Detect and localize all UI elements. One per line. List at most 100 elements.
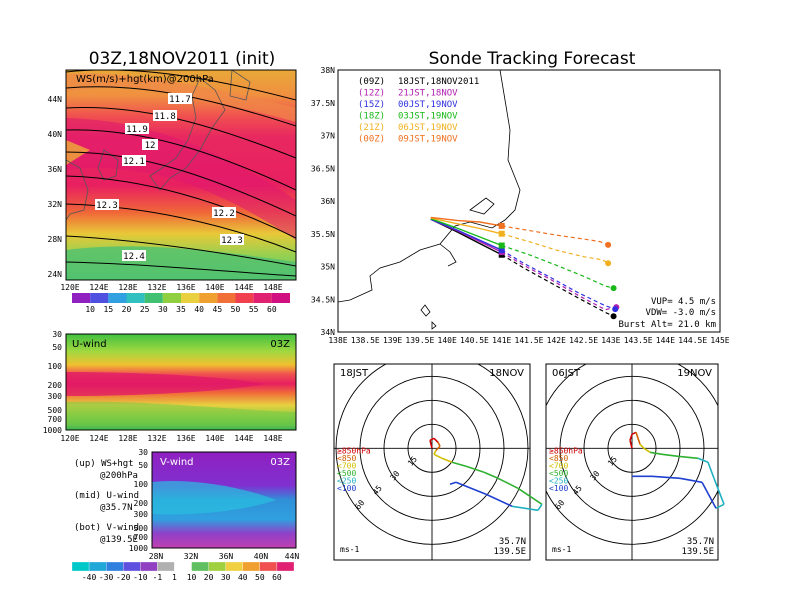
legend-code: (12Z) [358,89,385,99]
lat-tick: 32N [184,552,199,561]
track-descent-line [501,249,616,310]
contour-label: 11.8 [154,112,176,122]
colorbar-tick: 60 [267,305,277,314]
hodograph-segment [429,440,433,449]
track-params: VUP= 4.5 m/s VDW= -3.0 m/s Burst Alt= 21… [618,297,716,330]
lat-tick: 28N [149,552,164,561]
colorbar-tick: 45 [213,305,223,314]
colorbar-cell [174,561,192,572]
p-tick: 30 [138,448,148,457]
colorbar-cell [181,293,200,303]
pressure-legend: ≥850hPa [549,446,583,455]
legend-time: 21JST,18NOV [398,89,458,99]
contour-label: 12 [145,141,156,151]
note-line: @35.7N [100,503,133,513]
hodograph-segment [517,487,543,505]
vwind-panel: V-wind 03Z 30 50 100 200 300 500 700 100… [129,448,300,561]
colorbar-cell [271,293,290,303]
ws-map-panel: 11.7 11.8 11.9 12 12.1 12.2 12.3 12.3 12… [48,69,297,292]
p-tick: 700 [48,415,63,424]
lon-tick: 148E [263,434,282,443]
hodograph-segment [629,440,633,449]
colorbar-tick: -10 [133,573,148,582]
hodograph-segment [701,481,717,509]
lat-tick: 36N [48,165,63,174]
lon-tick: 145E [710,336,729,345]
lon-tick: 138E [328,336,347,345]
lon-tick: 124E [89,283,108,292]
hodograph-segment [437,441,441,447]
p-tick: 700 [134,533,149,542]
hodograph-date: 19NOV [677,368,712,379]
colorbar-cell [140,561,158,572]
lon-tick: 124E [89,434,108,443]
lat-tick: 44N [285,552,300,561]
note-line: (up) WS+hgt [74,459,134,469]
hodograph-segment [465,465,485,474]
lon-tick: 140E [205,434,224,443]
hodograph-segment [651,475,681,480]
lon-tick: 120E [60,283,79,292]
lat-tick: 38N [321,66,336,75]
hodograph-unit: ms-1 [340,545,359,554]
hodograph-segment [637,438,641,445]
hodograph-segment [629,434,633,441]
vwind-label: V-wind [160,457,194,468]
hodograph-segment [483,471,499,480]
lon-tick: 144E [234,434,253,443]
lon-tick: 139.5E [405,336,434,345]
hodograph-segment [429,437,435,441]
track-descent-line [501,254,614,317]
colorbar-tick: -20 [116,573,131,582]
colorbar-tick: 35 [176,305,186,314]
lat-tick: 36N [321,197,336,206]
contour-label: 11.7 [169,95,191,105]
note-line: @139.5E [100,535,138,545]
colorbar-tick: 30 [158,305,168,314]
colorbar-tick: 50 [255,573,265,582]
contour-label: 12.1 [123,157,145,167]
colorbar-cell [276,561,295,572]
lon-tick: 143E [601,336,620,345]
burst-marker [498,230,505,237]
pressure-legend: <100 [337,484,356,493]
uwind-time: 03Z [270,339,290,350]
track-map-panel: 138E 138.5E 139E 139.5E 140E 140.5E 141E 141.5E… [311,66,730,345]
pressure-legend: <700 [337,461,356,470]
lon-tick: 138.5E [351,336,380,345]
p-tick: 50 [52,343,62,352]
colorbar-tick: 20 [204,573,214,582]
burst-marker [498,247,505,254]
note-line: (bot) V-wind [74,523,139,533]
p-tick: 100 [134,480,149,489]
colorbar-cell [208,561,226,572]
lat-tick: 40N [254,552,269,561]
lon-tick: 144.5E [678,336,707,345]
legend-code: (00Z) [358,135,385,145]
colorbar-tick: 30 [221,573,231,582]
colorbar-tick: 1 [172,573,177,582]
p-tick: 100 [48,362,63,371]
track-lines [430,216,620,320]
lon-tick: 136E [176,434,195,443]
hodograph-segment [713,477,725,505]
vup-text: VUP= 4.5 m/s [651,297,716,307]
hodograph-segment [639,443,645,449]
hodograph-time: 06JST [552,368,581,379]
pressure-legend: <700 [549,461,568,470]
ws-lat-ticks: 44N 40N 36N 32N 28N 24N [48,95,63,279]
colorbar-cell [157,561,175,572]
colorbar-cell [108,293,127,303]
colorbar-cell [72,293,91,303]
pressure-legend: <250 [337,476,356,485]
colorbar-cell [71,561,90,572]
lat-tick: 34.5N [311,295,335,304]
pressure-legend: <500 [549,469,568,478]
p-tick: 300 [48,392,63,401]
uwind-panel: U-wind 03Z 30 50 100 200 300 500 700 100… [43,330,297,443]
hodograph-segment [451,461,467,468]
lat-tick: 37.5N [311,99,335,108]
lat-tick: 24N [48,270,63,279]
hodograph-lat: 35.7N [499,537,526,547]
